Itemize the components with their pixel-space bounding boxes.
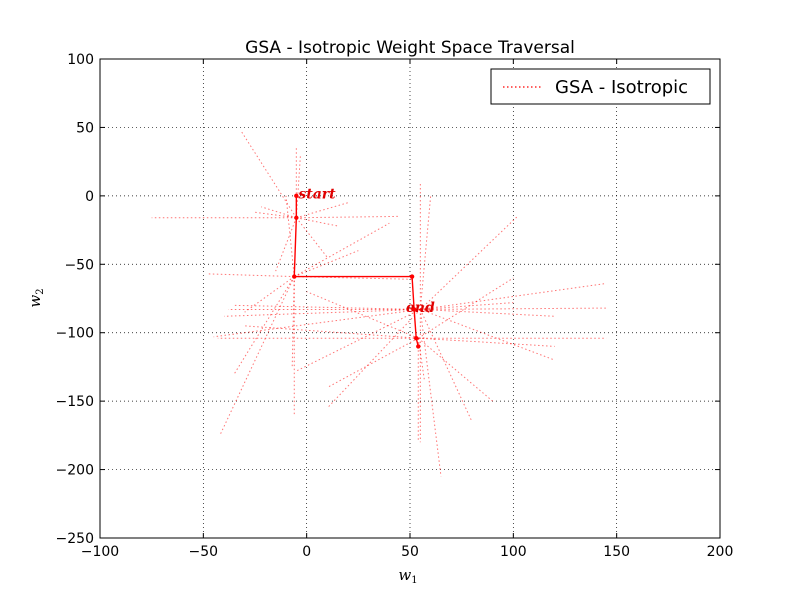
- series-point: [294, 193, 299, 199]
- annotation-start: start: [298, 187, 336, 203]
- series-point: [292, 274, 297, 279]
- exploration-ray: [207, 273, 295, 278]
- exploration-ray: [296, 215, 400, 219]
- exploration-ray: [420, 282, 607, 310]
- y-tick-label: −150: [56, 394, 94, 410]
- exploration-ray: [285, 195, 295, 277]
- exploration-ray: [327, 337, 419, 388]
- annotation-end: end: [406, 300, 435, 316]
- annotations: start end: [298, 187, 435, 317]
- grid: [100, 59, 720, 538]
- plot-area: [100, 59, 720, 538]
- y-tick-label: −100: [56, 326, 94, 342]
- exploration-ray: [240, 129, 297, 219]
- exploration-ray: [219, 276, 295, 436]
- exploration-ray: [233, 276, 295, 375]
- y-tick-label: −50: [64, 257, 94, 273]
- x-axis-label-sub: 1: [411, 575, 417, 586]
- exploration-ray: [419, 309, 442, 477]
- exploration-ray: [417, 277, 514, 339]
- series-gsa-isotropic: [292, 193, 421, 349]
- y-axis-label: w2: [26, 288, 46, 307]
- exploration-ray: [295, 217, 328, 258]
- y-tick-label: −250: [56, 531, 94, 547]
- exploration-ray: [275, 217, 297, 272]
- x-tick-label: −100: [81, 544, 119, 560]
- legend: GSA - Isotropic: [490, 68, 711, 105]
- exploration-ray: [326, 309, 421, 409]
- exploration-ray: [223, 308, 421, 317]
- x-axis-label-main: w: [398, 566, 411, 584]
- exploration-probes: [151, 129, 607, 477]
- exploration-ray: [296, 309, 421, 372]
- exploration-ray: [291, 276, 295, 367]
- series-point: [294, 215, 299, 220]
- exploration-ray: [295, 154, 301, 218]
- exploration-ray: [296, 217, 338, 227]
- exploration-ray: [417, 337, 493, 402]
- exploration-ray: [244, 325, 419, 339]
- x-tick-label: 50: [401, 544, 419, 560]
- exploration-ray: [419, 195, 432, 310]
- series-point: [409, 274, 415, 279]
- y-axis-label-sub: 2: [35, 288, 46, 294]
- exploration-ray: [254, 211, 297, 219]
- y-tick-label: −200: [56, 463, 94, 479]
- exploration-ray: [418, 337, 555, 347]
- exploration-ray: [420, 308, 555, 317]
- exploration-ray: [234, 304, 421, 310]
- exploration-ray: [306, 291, 419, 339]
- y-axis-label-group: w2: [26, 288, 46, 307]
- series-point: [414, 335, 419, 341]
- exploration-ray: [296, 202, 349, 219]
- y-axis-label-main: w: [26, 295, 44, 308]
- x-axis-label: w1: [398, 566, 417, 586]
- x-tick-label: 150: [603, 544, 630, 560]
- legend-entry: GSA - Isotropic: [555, 77, 688, 98]
- x-tick-label: 200: [707, 544, 734, 560]
- chart-title: GSA - Isotropic Weight Space Traversal: [245, 38, 575, 58]
- exploration-ray: [213, 308, 421, 338]
- exploration-ray: [420, 307, 607, 310]
- x-tick-label: −50: [189, 544, 219, 560]
- x-tick-label: 0: [302, 544, 311, 560]
- y-tick-label: 50: [76, 120, 94, 136]
- exploration-ray: [419, 216, 518, 310]
- x-tick-label: 100: [500, 544, 527, 560]
- axis-ticks: −100 −50 0 50 100 150 200 −250 −200 −150 −100 −50 0 5…: [56, 52, 734, 560]
- y-tick-label: 0: [85, 189, 94, 205]
- exploration-ray: [417, 338, 425, 381]
- series-point: [416, 344, 421, 349]
- y-tick-label: 100: [67, 52, 94, 68]
- exploration-ray: [419, 309, 473, 422]
- series-point: [411, 307, 417, 312]
